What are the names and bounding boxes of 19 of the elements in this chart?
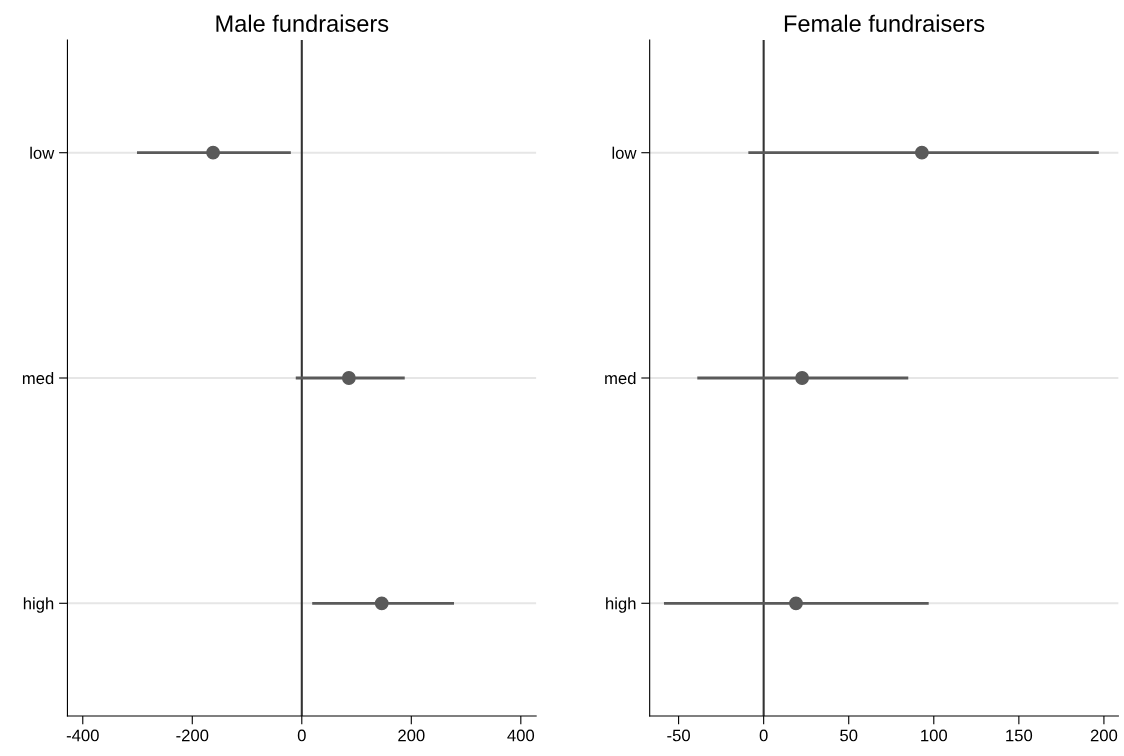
x-tick-label: 100 bbox=[921, 729, 948, 742]
x-tick-label: 200 bbox=[1090, 729, 1118, 742]
x-tick-label: 150 bbox=[1006, 729, 1033, 742]
x-tick-label: -200 bbox=[176, 729, 209, 742]
chart-title: Female fundraisers bbox=[784, 14, 985, 32]
x-tick-label: -400 bbox=[66, 729, 99, 742]
y-tick-label: low bbox=[612, 146, 637, 159]
y-tick-label: med bbox=[605, 371, 636, 385]
x-tick-label: -50 bbox=[667, 729, 690, 742]
y-tick-label: med bbox=[22, 371, 54, 385]
y-tick-label: low bbox=[30, 146, 55, 159]
y-tick-label: high bbox=[23, 597, 54, 613]
x-tick-label: 0 bbox=[759, 729, 768, 742]
x-tick-label: 50 bbox=[840, 729, 858, 742]
chart-title: Male fundraisers bbox=[216, 14, 389, 32]
y-tick-label: high bbox=[606, 597, 636, 613]
x-tick-label: 400 bbox=[507, 729, 535, 742]
x-tick-label: 200 bbox=[398, 729, 425, 742]
x-tick-label: 0 bbox=[297, 729, 306, 742]
